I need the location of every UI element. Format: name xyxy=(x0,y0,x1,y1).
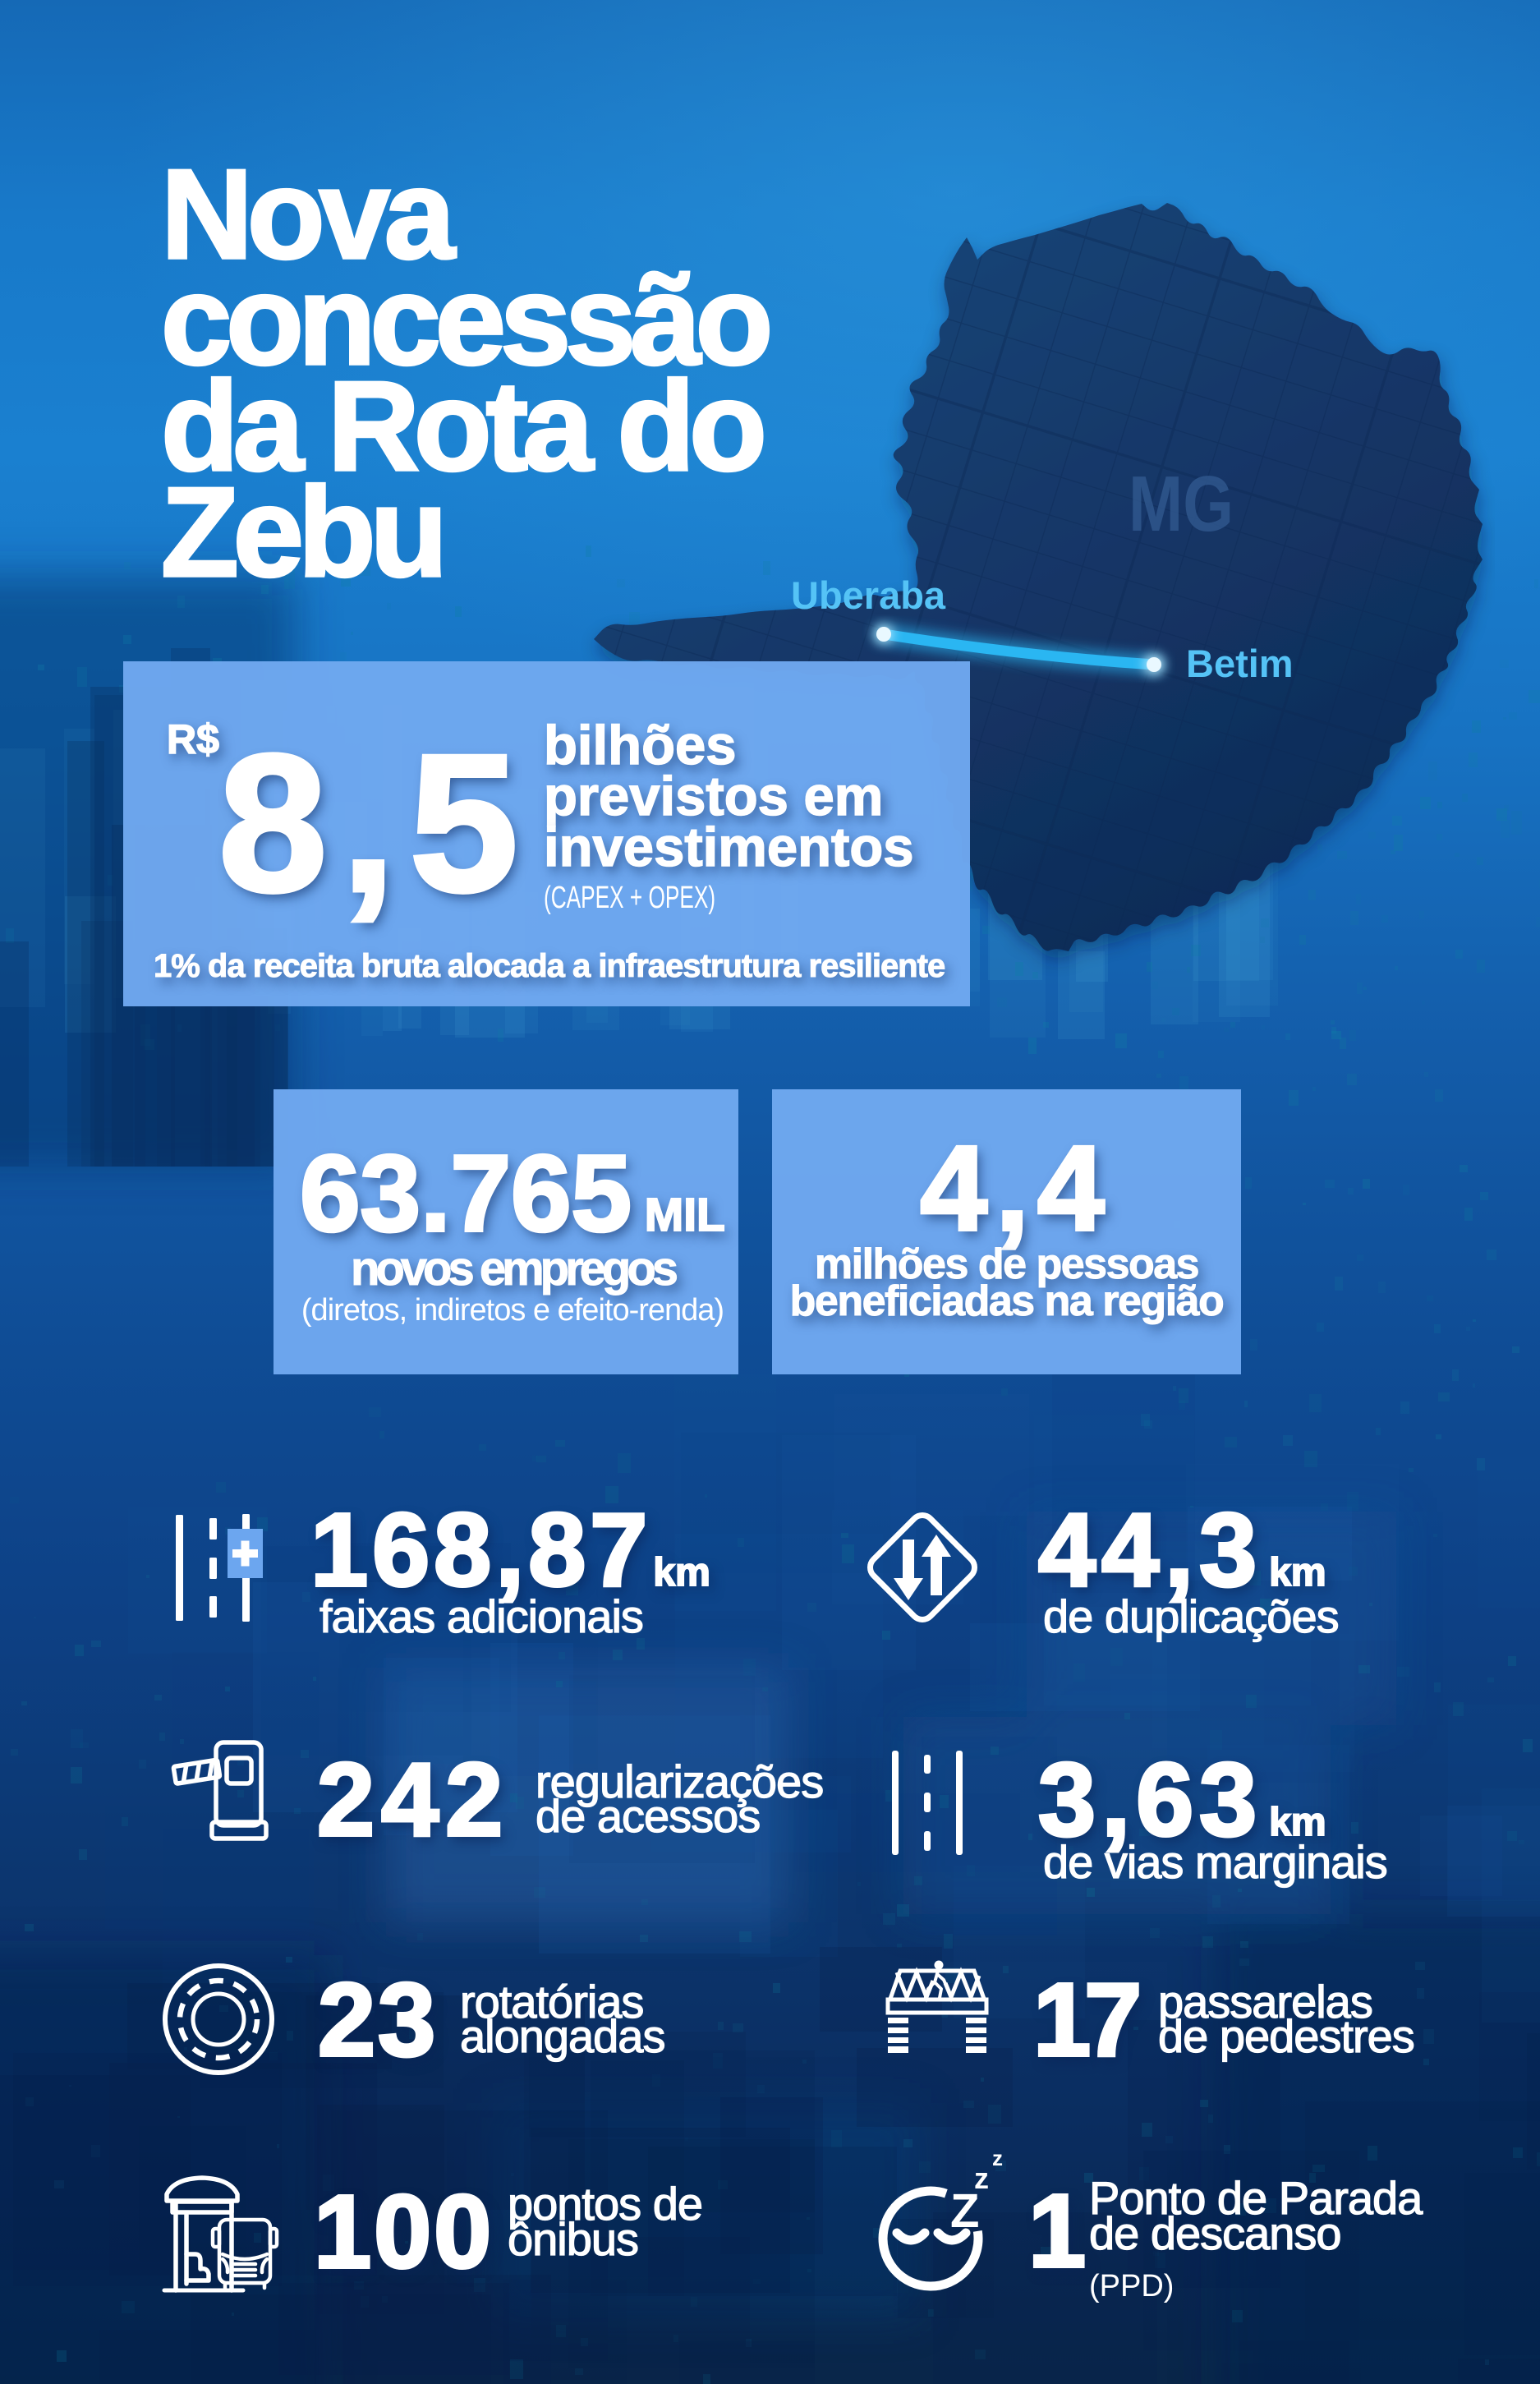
svg-text:MG: MG xyxy=(1129,460,1234,548)
svg-text:Betim: Betim xyxy=(1186,642,1294,685)
svg-text:z: z xyxy=(992,2146,1003,2170)
svg-text:z: z xyxy=(974,2161,989,2195)
svg-text:Uberaba: Uberaba xyxy=(791,573,946,617)
svg-text:Z: Z xyxy=(950,2184,979,2238)
